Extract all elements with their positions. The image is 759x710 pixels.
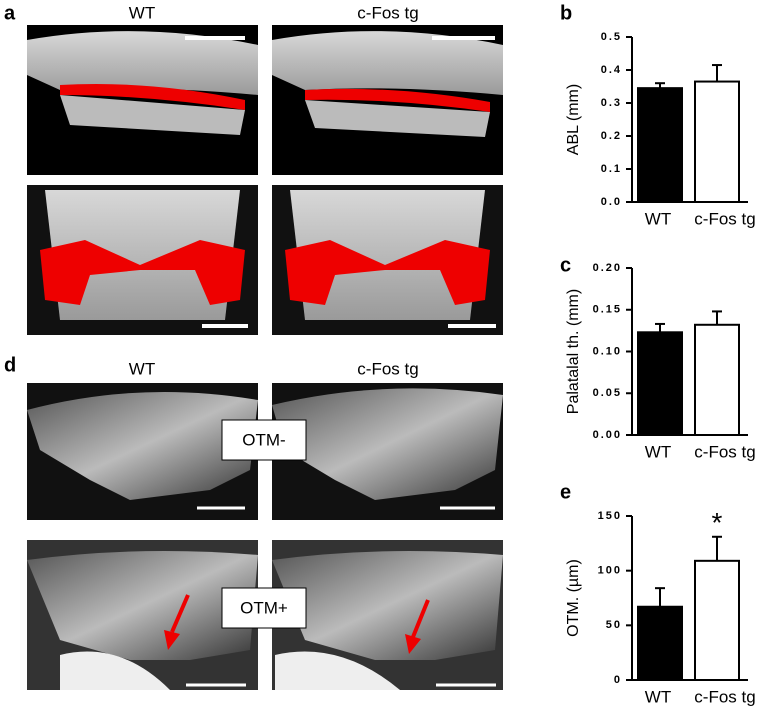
y-tick-label: 50 [606,619,622,631]
y-tick-label: 0.10 [593,345,622,357]
y-tick-label: 0.4 [601,64,622,76]
y-tick-label: 0.00 [593,429,622,441]
x-tick-label: c-Fos tg [694,442,755,461]
x-tick-label: c-Fos tg [694,209,755,228]
y-tick-label: 0.1 [601,163,622,175]
bar [637,331,683,437]
panel-d-images [27,383,503,690]
x-tick-label: WT [645,209,671,228]
y-tick-label: 0.15 [593,304,622,316]
y-tick-label: 0 [614,674,622,686]
panel-label: c [560,254,571,276]
panel-label: e [560,481,571,503]
panel-label: a [4,2,16,24]
bar [694,559,740,681]
bar [637,87,683,203]
y-tick-label: 0.3 [601,97,622,109]
column-label: c-Fos tg [357,359,418,378]
x-tick-label: WT [645,687,671,706]
x-tick-label: c-Fos tg [694,687,755,706]
panel-label: d [4,354,16,376]
y-tick-label: 0.20 [593,262,622,274]
bar [637,605,683,681]
bar [694,323,740,436]
row-label: OTM+ [240,598,288,617]
y-tick-label: 150 [598,510,622,522]
panel-a-images [27,25,503,335]
x-tick-label: WT [645,442,671,461]
y-axis-label: Palatalal th. (mm) [565,289,582,414]
column-label: WT [129,3,155,22]
y-tick-label: 100 [598,565,622,577]
y-axis-label: OTM. (µm) [565,559,582,637]
panel-label: b [560,2,572,24]
row-label: OTM- [242,430,285,449]
bar [694,80,740,203]
y-axis-label: ABL (mm) [565,84,582,155]
y-tick-label: 0.05 [593,387,622,399]
annotation: * [712,507,723,538]
y-tick-label: 0.0 [601,196,622,208]
column-label: c-Fos tg [357,3,418,22]
column-label: WT [129,359,155,378]
y-tick-label: 0.5 [601,31,622,43]
y-tick-label: 0.2 [601,130,622,142]
